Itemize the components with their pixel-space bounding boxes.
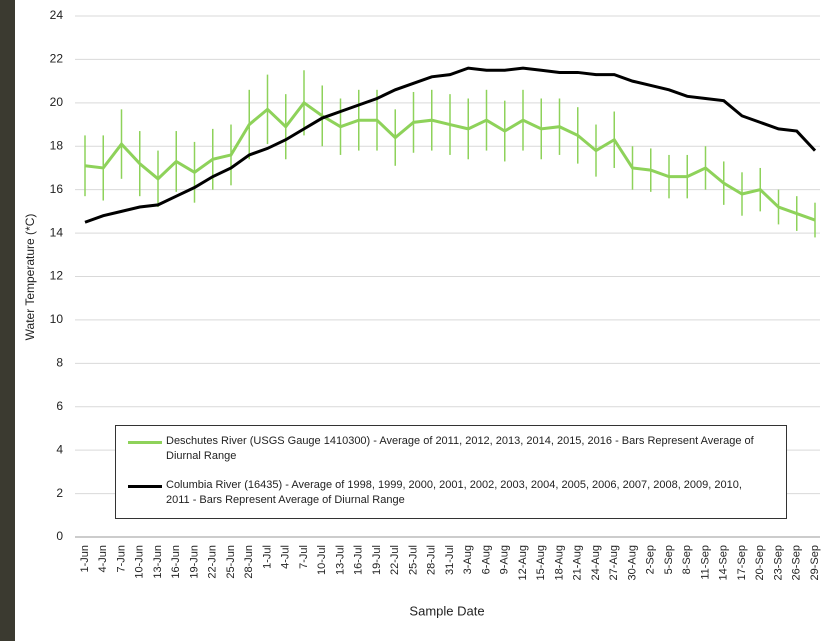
series-line: [84, 100, 816, 222]
y-tick-label: 6: [56, 399, 63, 413]
x-tick-label: 18-Aug: [553, 545, 565, 580]
x-tick-label: 3-Aug: [462, 545, 474, 574]
x-tick-label: 11-Sep: [699, 545, 711, 580]
x-tick-label: 28-Jun: [243, 545, 255, 579]
x-tick-label: 10-Jun: [134, 545, 146, 579]
x-tick-label: 7-Jul: [298, 545, 310, 569]
x-tick-label: 4-Jun: [97, 545, 109, 573]
y-tick-label: 18: [50, 138, 64, 152]
x-tick-label: 14-Sep: [718, 545, 730, 580]
x-tick-label: 19-Jun: [188, 545, 200, 579]
legend-label: Columbia River (16435) - Average of 1998…: [166, 479, 742, 506]
x-tick-label: 28-Jul: [426, 545, 438, 575]
x-tick-label: 12-Aug: [517, 545, 529, 580]
y-tick-label: 24: [50, 8, 64, 22]
x-tick-label: 13-Jun: [152, 545, 164, 579]
y-tick-label: 8: [56, 356, 63, 370]
x-tick-label: 2-Sep: [645, 545, 657, 574]
x-tick-label: 26-Sep: [791, 545, 803, 580]
x-tick-label: 16-Jun: [170, 545, 182, 579]
legend-swatch: [128, 485, 162, 488]
x-tick-label: 7-Jun: [115, 545, 127, 573]
x-tick-label: 30-Aug: [626, 545, 638, 580]
x-tick-label: 15-Aug: [535, 545, 547, 580]
chart: Water Temperature (*C) Sample Date 02468…: [23, 8, 821, 618]
x-tick-label: 1-Jun: [79, 545, 91, 573]
x-tick-label: 5-Sep: [663, 545, 675, 574]
y-tick-label: 4: [56, 442, 63, 456]
legend: Deschutes River (USGS Gauge 1410300) - A…: [115, 425, 787, 519]
x-axis-title: Sample Date: [409, 603, 484, 618]
legend-label: Deschutes River (USGS Gauge 1410300) - A…: [166, 435, 754, 462]
x-tick-label: 16-Jul: [353, 545, 365, 575]
y-tick-label: 22: [50, 52, 64, 66]
x-tick-label: 25-Jun: [225, 545, 237, 579]
x-tick-label: 17-Sep: [736, 545, 748, 580]
y-tick-label: 2: [56, 486, 63, 500]
x-tick-label: 21-Aug: [572, 545, 584, 580]
y-tick-label: 14: [50, 225, 64, 239]
x-tick-label: 6-Aug: [480, 545, 492, 574]
x-tick-label: 31-Jul: [444, 545, 456, 575]
x-tick-label: 23-Sep: [772, 545, 784, 580]
y-tick-label: 20: [50, 95, 64, 109]
x-tick-label: 29-Sep: [809, 545, 821, 580]
x-tick-label: 22-Jul: [389, 545, 401, 575]
x-tick-label: 27-Aug: [608, 545, 620, 580]
x-tick-label: 25-Jul: [407, 545, 419, 575]
x-tick-label: 22-Jun: [207, 545, 219, 579]
x-tick-label: 20-Sep: [754, 545, 766, 580]
x-tick-label: 19-Jul: [371, 545, 383, 575]
legend-swatch: [128, 441, 162, 444]
y-axis-title: Water Temperature (*C): [23, 214, 37, 341]
legend-entry: Columbia River (16435) - Average of 1998…: [128, 478, 766, 508]
x-tick-label: 8-Sep: [681, 545, 693, 574]
y-tick-label: 12: [50, 269, 64, 283]
series-line: [84, 66, 817, 224]
y-tick-label: 0: [56, 529, 63, 543]
x-tick-label: 24-Aug: [590, 545, 602, 580]
x-tick-label: 10-Jul: [316, 545, 328, 575]
y-tick-label: 16: [50, 182, 64, 196]
x-tick-label: 4-Jul: [280, 545, 292, 569]
legend-entry: Deschutes River (USGS Gauge 1410300) - A…: [128, 434, 766, 464]
x-tick-label: 1-Jul: [261, 545, 273, 569]
y-tick-label: 10: [50, 312, 64, 326]
x-tick-label: 13-Jul: [334, 545, 346, 575]
x-tick-label: 9-Aug: [499, 545, 511, 574]
